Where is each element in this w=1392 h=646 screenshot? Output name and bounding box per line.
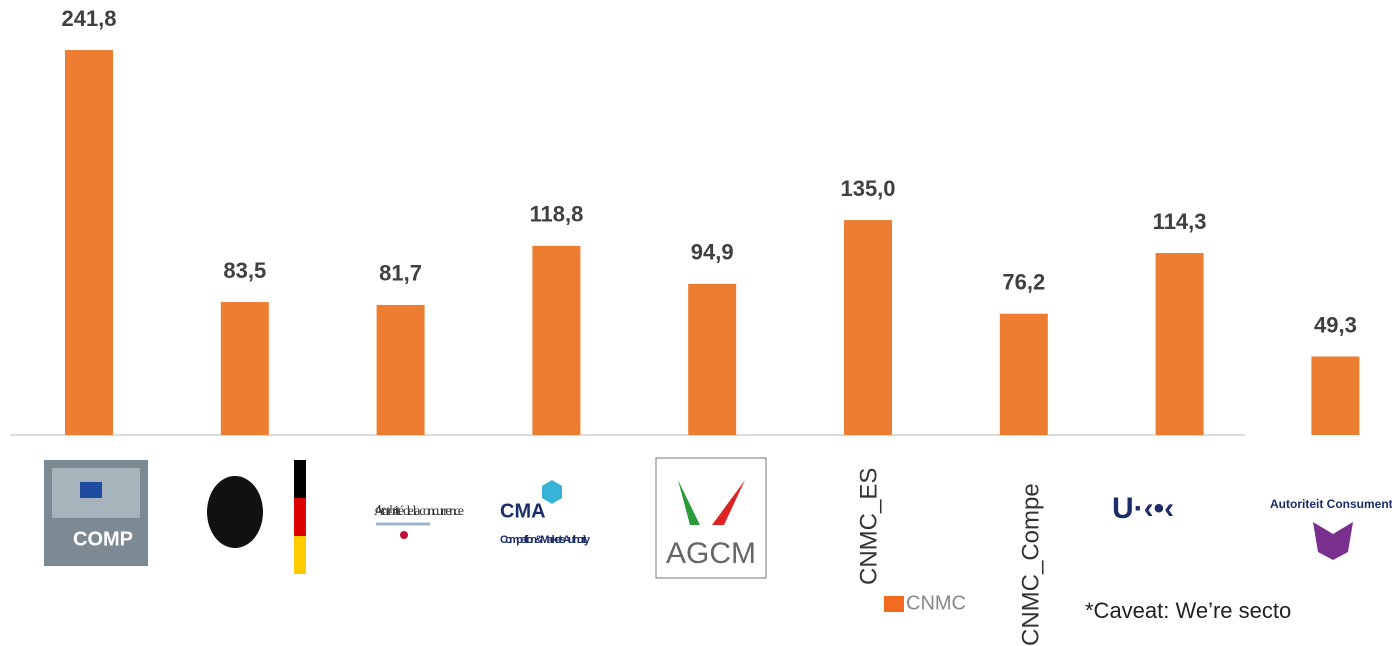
bar [999,313,1048,435]
bar [376,304,425,435]
logo-label: AGCM [666,537,756,570]
logo-label: CMA [500,500,546,522]
value-label: 94,9 [691,240,734,265]
annotation: *Caveat: We’re secto [1085,598,1291,623]
logo-label: Autoriteit Consument & Markt [1270,497,1392,511]
value-label: 76,2 [1002,270,1045,295]
logo-uokik: U·‹•‹ [1112,492,1174,525]
value-label: 81,7 [379,261,422,286]
bar [1311,356,1360,435]
logo-bkarta [207,460,306,574]
logo-label: CNMC_ES [855,468,882,585]
logo-agcm [655,457,767,579]
logo-adlc: de la [375,502,430,539]
logo-acm [1313,522,1353,560]
logo-sub: Competition & Markets Authority [500,534,591,546]
svg-text:U·‹•‹: U·‹•‹ [1112,492,1174,525]
value-label: 241,8 [61,6,116,31]
bar [532,245,581,435]
bar [688,283,737,435]
svg-text:de la: de la [375,502,399,516]
logo-cnmc [884,596,904,612]
logo-label: CNMC [906,592,966,614]
bar [1155,253,1204,435]
bar [65,50,113,435]
value-label: 83,5 [223,258,266,283]
value-label: 118,8 [529,202,583,227]
logo-label: Autorité de la concurrence [374,504,464,519]
logo-label: COMP [73,528,133,550]
value-label: 114,3 [1153,209,1207,234]
value-label: 135,0 [840,176,895,201]
bar [220,302,269,435]
logo-cma [542,480,562,504]
bar [844,220,892,435]
value-label: 49,3 [1314,312,1357,337]
logo-label: CNMC_Compe [1017,483,1044,646]
logo-comp [44,460,148,566]
